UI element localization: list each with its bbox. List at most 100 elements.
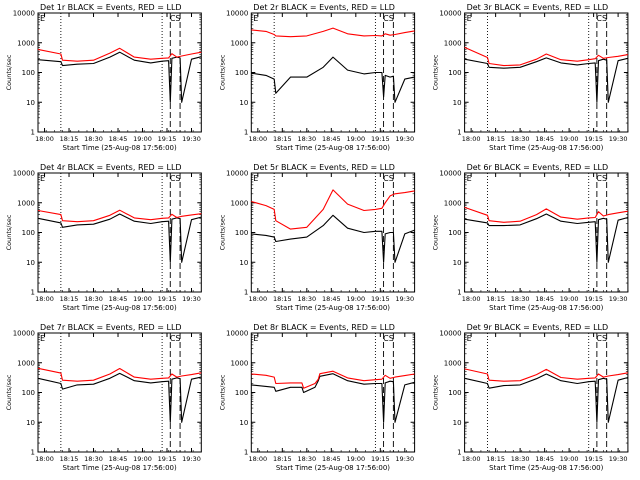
x-tick-label: 19:00 bbox=[133, 455, 152, 463]
y-tick-label: 10 bbox=[239, 259, 248, 267]
x-tick-label: 18:45 bbox=[322, 455, 341, 463]
chart-panel-2: Det 2r BLACK = Events, RED = LLD 1 10 100 10… bbox=[218, 3, 416, 152]
series-line-events bbox=[251, 56, 415, 103]
y-tick-label: 10000 bbox=[13, 10, 35, 18]
x-axis-label: Start Time (25-Aug-08 17:56:00) bbox=[63, 144, 177, 152]
corner-label: E bbox=[40, 174, 45, 183]
x-tick-label: 19:30 bbox=[395, 135, 414, 143]
chart-title: Det 1r BLACK = Events, RED = LLD bbox=[40, 3, 182, 12]
marker-label: CS bbox=[170, 174, 181, 183]
x-tick-label: 18:45 bbox=[322, 295, 341, 303]
series-line-events bbox=[37, 51, 202, 103]
x-tick-label: 19:30 bbox=[609, 295, 628, 303]
x-tick-label: 18:00 bbox=[35, 135, 54, 143]
x-tick-label: 19:00 bbox=[346, 295, 365, 303]
x-tick-label: 18:45 bbox=[322, 135, 341, 143]
x-tick-label: 19:00 bbox=[133, 295, 152, 303]
y-tick-label: 1000 bbox=[444, 359, 462, 367]
x-tick-label: 18:30 bbox=[511, 135, 530, 143]
x-tick-label: 19:15 bbox=[584, 295, 603, 303]
y-tick-label: 10000 bbox=[439, 330, 461, 338]
y-axis-label: Counts/sec bbox=[218, 54, 226, 90]
chart-title: Det 7r BLACK = Events, RED = LLD bbox=[40, 323, 182, 332]
x-axis-label: Start Time (25-Aug-08 17:56:00) bbox=[489, 144, 603, 152]
y-tick-label: 1 bbox=[244, 289, 248, 297]
series-line-lld bbox=[464, 368, 628, 382]
x-tick-label: 19:15 bbox=[158, 295, 177, 303]
x-tick-label: 19:30 bbox=[182, 135, 201, 143]
marker-label: CS bbox=[170, 334, 181, 343]
x-tick-label: 18:30 bbox=[84, 295, 103, 303]
series-line-lld bbox=[37, 367, 202, 382]
marker-label: CS bbox=[596, 334, 607, 343]
marker-label: CS bbox=[170, 14, 181, 23]
x-axis-label: Start Time (25-Aug-08 17:56:00) bbox=[276, 304, 390, 312]
plot-frame bbox=[250, 12, 416, 133]
y-tick-label: 1000 bbox=[230, 359, 248, 367]
series-line-events bbox=[37, 213, 202, 263]
x-tick-label: 19:15 bbox=[158, 135, 177, 143]
x-tick-label: 18:00 bbox=[35, 295, 54, 303]
series-line-events bbox=[251, 373, 415, 423]
chart-panel-1: Det 1r BLACK = Events, RED = LLD 1 10 100 10… bbox=[5, 3, 202, 152]
series-line-events bbox=[251, 214, 415, 263]
y-axis-label: Counts/sec bbox=[432, 214, 440, 250]
y-tick-label: 100 bbox=[448, 69, 461, 77]
x-tick-label: 19:15 bbox=[371, 135, 390, 143]
y-tick-label: 1000 bbox=[17, 199, 35, 207]
y-tick-label: 1 bbox=[31, 129, 35, 137]
plot-frame bbox=[37, 172, 202, 293]
y-tick-label: 10000 bbox=[439, 10, 461, 18]
x-tick-label: 18:00 bbox=[248, 295, 267, 303]
plot-frame bbox=[464, 12, 629, 133]
x-tick-label: 18:45 bbox=[535, 295, 554, 303]
y-tick-label: 1000 bbox=[444, 199, 462, 207]
corner-label: E bbox=[467, 14, 472, 23]
y-axis-label: Counts/sec bbox=[218, 214, 226, 250]
x-tick-label: 19:00 bbox=[133, 135, 152, 143]
y-tick-label: 100 bbox=[448, 389, 461, 397]
x-tick-label: 19:30 bbox=[609, 135, 628, 143]
marker-label: CS bbox=[383, 14, 394, 23]
x-tick-label: 19:00 bbox=[346, 135, 365, 143]
x-tick-label: 18:00 bbox=[462, 135, 481, 143]
x-tick-label: 18:15 bbox=[486, 135, 505, 143]
corner-label: E bbox=[253, 334, 258, 343]
x-tick-label: 18:15 bbox=[273, 135, 292, 143]
chart-title: Det 3r BLACK = Events, RED = LLD bbox=[467, 3, 609, 12]
plot-frame bbox=[464, 172, 629, 293]
y-tick-label: 1000 bbox=[17, 359, 35, 367]
x-tick-label: 19:30 bbox=[182, 455, 201, 463]
series-line-lld bbox=[37, 47, 202, 62]
series-line-lld bbox=[464, 46, 628, 67]
x-tick-label: 18:15 bbox=[486, 455, 505, 463]
x-tick-label: 19:15 bbox=[584, 135, 603, 143]
x-tick-label: 18:30 bbox=[297, 295, 316, 303]
x-tick-label: 18:30 bbox=[511, 455, 530, 463]
x-tick-label: 18:00 bbox=[248, 135, 267, 143]
y-tick-label: 100 bbox=[235, 389, 248, 397]
y-tick-label: 100 bbox=[22, 229, 35, 237]
y-axis-label: Counts/sec bbox=[432, 374, 440, 410]
y-tick-label: 10 bbox=[453, 99, 462, 107]
corner-label: E bbox=[467, 334, 472, 343]
corner-label: E bbox=[253, 174, 258, 183]
y-tick-label: 10000 bbox=[226, 170, 248, 178]
series-line-events bbox=[464, 373, 629, 423]
x-tick-label: 18:45 bbox=[109, 295, 128, 303]
x-tick-label: 19:30 bbox=[395, 295, 414, 303]
y-tick-label: 100 bbox=[22, 389, 35, 397]
x-tick-label: 18:15 bbox=[273, 455, 292, 463]
y-tick-label: 10000 bbox=[439, 170, 461, 178]
plot-frame bbox=[37, 332, 202, 453]
chart-panel-5: Det 5r BLACK = Events, RED = LLD 1 10 100 10… bbox=[218, 163, 416, 312]
y-axis-label: Counts/sec bbox=[432, 54, 440, 90]
marker-label: CS bbox=[596, 14, 607, 23]
x-tick-label: 19:00 bbox=[560, 295, 579, 303]
x-tick-label: 18:15 bbox=[60, 135, 79, 143]
y-tick-label: 10 bbox=[26, 419, 35, 427]
x-tick-label: 18:30 bbox=[84, 135, 103, 143]
x-axis-label: Start Time (25-Aug-08 17:56:00) bbox=[276, 144, 390, 152]
x-tick-label: 18:30 bbox=[297, 135, 316, 143]
